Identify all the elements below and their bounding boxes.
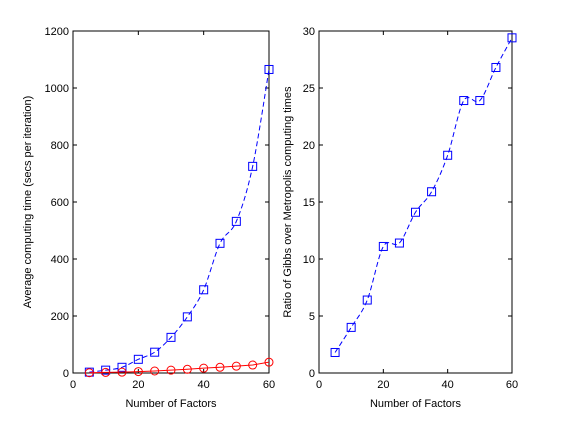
right-series-0-line <box>334 37 513 353</box>
right-x-tick-label: 40 <box>442 379 454 391</box>
left-series-1-point <box>101 367 111 377</box>
right-y-tick-label: 10 <box>303 254 315 266</box>
right-y-tick-label: 30 <box>303 26 315 38</box>
right-y-tick-label: 20 <box>303 140 315 152</box>
right-x-tick-label: 0 <box>316 379 322 391</box>
right-x-tick-label: 60 <box>506 379 518 391</box>
right-y-tick-label: 5 <box>309 311 315 323</box>
right-series-0-point <box>459 96 469 106</box>
right-y-axis-label: Ratio of Gibbs over Metropolis computing… <box>282 86 294 318</box>
left-series-1-point <box>264 357 274 367</box>
right-panel: 0 20 40 60 0 5 10 15 20 25 30 Number of Factors Rati… <box>282 26 518 410</box>
left-series-1-point <box>84 368 94 378</box>
left-y-tick-label: 600 <box>51 197 69 209</box>
left-y-tick-label: 200 <box>51 311 69 323</box>
left-series-1-point <box>199 363 209 373</box>
left-y-axis-label: Average computing time (secs per iterati… <box>22 96 34 309</box>
left-series-0-point <box>231 216 241 226</box>
left-series-0-point <box>182 312 192 322</box>
right-y-tick-label: 25 <box>303 83 315 95</box>
left-series-0-line <box>89 69 270 373</box>
right-x-axis-label: Number of Factors <box>370 398 462 410</box>
right-series-0-point <box>411 207 420 217</box>
right-series-0-point <box>475 96 485 106</box>
right-x-tick-label: 20 <box>377 379 389 391</box>
left-series-1-point <box>166 365 176 375</box>
right-series-0-point <box>443 150 453 160</box>
right-series-0-point <box>362 295 372 305</box>
left-y-tick-label: 400 <box>51 254 69 266</box>
left-series-0-point <box>101 365 111 375</box>
right-series-0-point <box>427 187 437 197</box>
left-series-1-line <box>89 361 270 374</box>
left-series-1-point <box>117 367 127 377</box>
right-series-0-point <box>346 322 356 332</box>
right-series-0-point <box>491 62 501 72</box>
right-y-tick-label: 15 <box>303 197 315 209</box>
left-y-tick-label: 800 <box>51 140 69 152</box>
left-series-0-point <box>166 332 176 342</box>
left-series-0-point <box>248 161 258 171</box>
left-x-tick-label: 40 <box>198 379 210 391</box>
left-series-0-point <box>264 64 274 74</box>
left-series-1-point <box>150 366 160 376</box>
left-y-tick-label: 0 <box>63 368 69 380</box>
left-series-0-point <box>215 238 225 248</box>
left-x-axis-label: Number of Factors <box>125 398 217 410</box>
left-series-1-point <box>248 360 258 370</box>
right-y-tick-label: 0 <box>309 368 315 380</box>
right-series-0-point <box>394 238 404 248</box>
left-x-tick-label: 0 <box>70 379 76 391</box>
left-series-1-point <box>133 367 143 377</box>
left-series-0-point <box>117 362 127 372</box>
right-series-0-point <box>507 33 517 43</box>
left-series-0-point <box>199 285 209 295</box>
left-series-1-point <box>231 361 241 371</box>
right-series-0-point <box>330 347 340 357</box>
left-x-tick-label: 20 <box>132 379 144 391</box>
left-series-0-point <box>150 347 160 357</box>
left-series-1-point <box>182 364 192 374</box>
left-y-tick-label: 1000 <box>45 83 69 95</box>
left-x-tick-label: 60 <box>263 379 275 391</box>
left-series-1-point <box>215 362 225 372</box>
left-series-0-point <box>133 354 143 364</box>
left-y-tick-label: 1200 <box>45 26 69 38</box>
right-series-0-point <box>378 241 388 251</box>
